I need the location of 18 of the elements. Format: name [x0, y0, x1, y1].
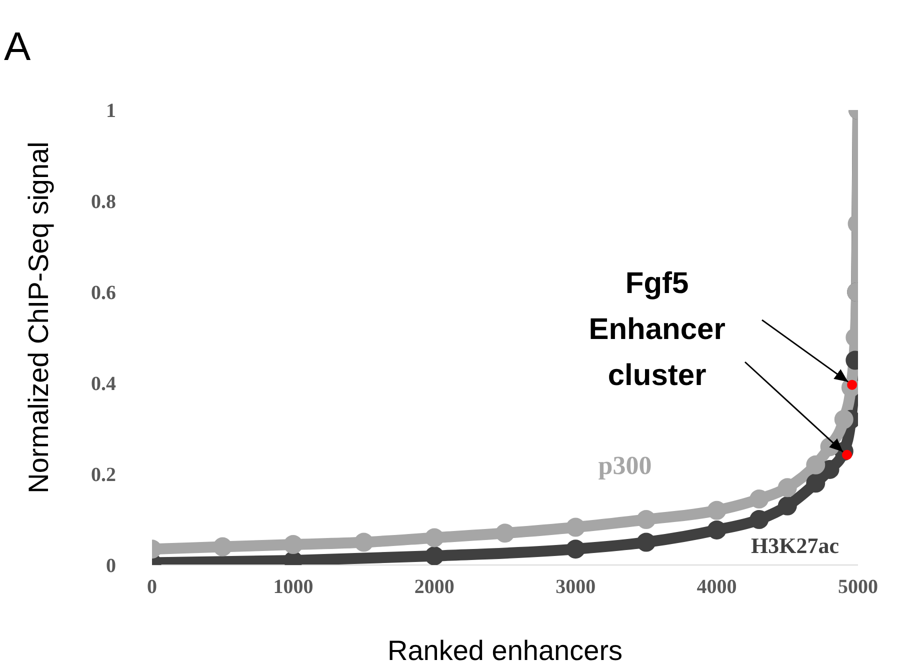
text: A: [4, 25, 31, 69]
annotation: Fgf5 Enhancer cluster: [588, 266, 726, 392]
x-tick-label: 4000: [696, 576, 737, 598]
y-tick-label: 0.6: [91, 282, 116, 304]
series-label: p300: [598, 451, 652, 480]
y-tick-label: 0.8: [91, 191, 116, 214]
x-tick-label: 5000: [838, 576, 878, 598]
y-tick-label: 0.2: [91, 464, 116, 486]
y-axis-title: Normalized ChIP-Seq signal: [23, 142, 54, 494]
y-tick-label: 0.4: [91, 373, 116, 396]
y-tick-label: 1: [106, 100, 116, 122]
y-tick-label: 0: [106, 555, 116, 578]
x-tick-label: 3000: [556, 576, 596, 598]
x-axis-title: Ranked enhancers: [387, 635, 623, 666]
x-tick-label: 0: [147, 576, 157, 598]
series-label: H3K27ac: [751, 533, 840, 558]
x-tick-label: 1000: [273, 576, 314, 598]
x-tick-label: 2000: [414, 576, 454, 598]
